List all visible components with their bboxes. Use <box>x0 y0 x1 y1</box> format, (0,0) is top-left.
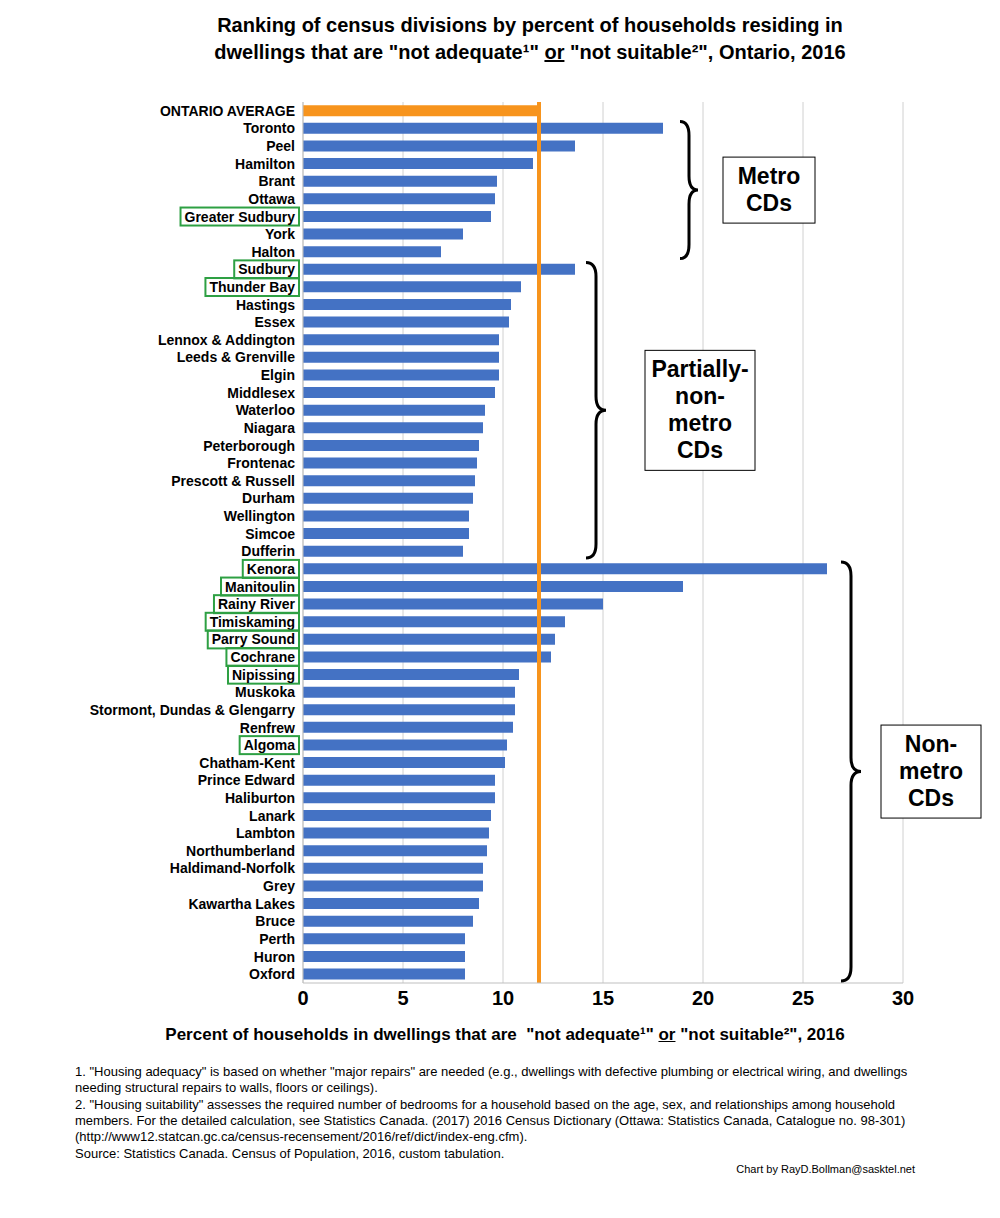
svg-text:Kenora: Kenora <box>247 561 295 577</box>
svg-text:ONTARIO AVERAGE: ONTARIO AVERAGE <box>160 103 295 119</box>
html-text:Ranking of census divisions by: Ranking of census divisions by percent o… <box>217 14 843 36</box>
svg-text:Frontenac: Frontenac <box>227 455 295 471</box>
html-text:Chart by RayD.Bollman@sasktel.: Chart by RayD.Bollman@sasktel.net <box>736 1163 915 1175</box>
svg-text:Rainy River: Rainy River <box>218 596 296 612</box>
html-text:1. "Housing adequacy" is based: 1. "Housing adequacy" is based on whethe… <box>75 1064 908 1095</box>
svg-text:Ottawa: Ottawa <box>248 191 295 207</box>
svg-text:Partially-: Partially- <box>651 356 748 382</box>
svg-text:Timiskaming: Timiskaming <box>210 614 295 630</box>
svg-text:metro: metro <box>899 758 963 784</box>
svg-text:Northumberland: Northumberland <box>186 843 295 859</box>
svg-text:Oxford: Oxford <box>249 966 295 982</box>
svg-text:CDs: CDs <box>677 437 723 463</box>
svg-text:0: 0 <box>297 987 308 1009</box>
svg-text:Peel: Peel <box>266 138 295 154</box>
svg-text:Prescott & Russell: Prescott & Russell <box>171 473 295 489</box>
svg-text:Algoma: Algoma <box>244 737 296 753</box>
svg-text:Peterborough: Peterborough <box>203 438 295 454</box>
svg-text:Stormont, Dundas & Glengarry: Stormont, Dundas & Glengarry <box>90 702 296 718</box>
svg-text:Hastings: Hastings <box>236 297 295 313</box>
svg-text:CDs: CDs <box>746 190 792 216</box>
html-text:dwellings that are "not adequa: dwellings that are "not adequate¹" or "n… <box>214 41 846 63</box>
svg-text:Grey: Grey <box>263 878 295 894</box>
svg-text:Metro: Metro <box>738 163 801 189</box>
svg-text:Non-: Non- <box>905 731 957 757</box>
svg-text:Cochrane: Cochrane <box>230 649 295 665</box>
svg-text:Bruce: Bruce <box>255 913 295 929</box>
svg-text:Niagara: Niagara <box>244 420 296 436</box>
svg-text:Simcoe: Simcoe <box>245 526 295 542</box>
svg-text:Elgin: Elgin <box>261 367 295 383</box>
svg-text:Dufferin: Dufferin <box>241 543 295 559</box>
svg-text:Renfrew: Renfrew <box>240 720 295 736</box>
svg-text:10: 10 <box>492 987 514 1009</box>
svg-text:Durham: Durham <box>242 490 295 506</box>
svg-text:5: 5 <box>397 987 408 1009</box>
svg-text:Leeds & Grenville: Leeds & Grenville <box>177 349 295 365</box>
svg-text:25: 25 <box>792 987 814 1009</box>
svg-text:non-: non- <box>675 383 725 409</box>
svg-text:Parry Sound: Parry Sound <box>212 631 295 647</box>
svg-text:Essex: Essex <box>255 314 296 330</box>
html-text:2. "Housing suitability" asses: 2. "Housing suitability" assesses the re… <box>75 1097 906 1144</box>
svg-text:Muskoka: Muskoka <box>235 684 295 700</box>
svg-text:Lambton: Lambton <box>236 825 295 841</box>
svg-text:metro: metro <box>668 410 732 436</box>
svg-text:Huron: Huron <box>254 949 295 965</box>
svg-text:CDs: CDs <box>908 785 954 811</box>
svg-text:Toronto: Toronto <box>243 120 295 136</box>
svg-text:Lennox & Addington: Lennox & Addington <box>158 332 295 348</box>
svg-text:Chatham-Kent: Chatham-Kent <box>199 755 295 771</box>
svg-text:Kawartha Lakes: Kawartha Lakes <box>188 896 295 912</box>
svg-text:Haliburton: Haliburton <box>225 790 295 806</box>
svg-text:Middlesex: Middlesex <box>227 385 295 401</box>
svg-text:30: 30 <box>892 987 914 1009</box>
svg-text:Greater Sudbury: Greater Sudbury <box>185 209 296 225</box>
svg-text:Thunder Bay: Thunder Bay <box>209 279 295 295</box>
svg-text:York: York <box>265 226 295 242</box>
svg-text:Nipissing: Nipissing <box>232 667 295 683</box>
svg-text:Hamilton: Hamilton <box>235 156 295 172</box>
svg-text:Manitoulin: Manitoulin <box>225 579 295 595</box>
html-text:Source: Statistics Canada. Cen: Source: Statistics Canada. Census of Pop… <box>75 1146 505 1161</box>
svg-text:Lanark: Lanark <box>249 808 295 824</box>
html-text:Percent of households in dwell: Percent of households in dwellings that … <box>165 1025 845 1044</box>
svg-text:15: 15 <box>592 987 614 1009</box>
svg-text:20: 20 <box>692 987 714 1009</box>
svg-text:Prince Edward: Prince Edward <box>198 772 295 788</box>
svg-text:Haldimand-Norfolk: Haldimand-Norfolk <box>170 860 295 876</box>
svg-text:Brant: Brant <box>258 173 295 189</box>
svg-text:Waterloo: Waterloo <box>236 402 295 418</box>
svg-text:Sudbury: Sudbury <box>238 261 295 277</box>
svg-text:Wellington: Wellington <box>224 508 295 524</box>
svg-text:Halton: Halton <box>251 244 295 260</box>
svg-text:Perth: Perth <box>259 931 295 947</box>
